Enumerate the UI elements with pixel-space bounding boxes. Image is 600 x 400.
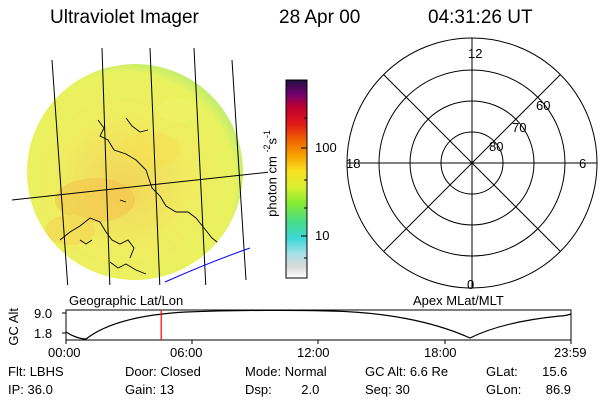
colorbar [285,79,308,279]
instrument-title: Ultraviolet Imager [50,7,199,28]
colorbar-tick-10: 10 [315,228,330,243]
apex-label: Apex MLat/MLT [413,293,504,308]
geographic-graticule [11,47,268,285]
polar-grid [346,37,598,289]
mlt-label-6: 6 [579,156,587,171]
altitude-ytick-top: 9.0 [34,306,53,321]
time-tick-1: 06:00 [170,345,203,360]
info-gc-alt: GC Alt: 6.6 Re [365,364,449,379]
mlt-label-12: 12 [468,46,483,61]
mlt-label-0: 0 [467,277,475,292]
info-glat: GLat: 15.6 [486,364,568,379]
info-door: Door: Closed [125,364,201,379]
mlat-label-60: 60 [536,98,551,113]
time-tick-3: 18:00 [424,345,457,360]
colorbar-ticks [301,117,307,259]
info-mode: Mode: Normal [245,364,327,379]
info-ip: IP: 36.0 [8,382,53,397]
colorbar-tick-100: 100 [315,140,337,155]
date-label: 28 Apr 00 [279,7,361,28]
altitude-ylabel: GC Alt [6,308,21,346]
info-gain: Gain: 13 [125,382,175,397]
info-glon: GLon: 86.9 [486,382,572,397]
altitude-ticks [62,312,572,344]
time-label: 04:31:26 UT [428,7,533,28]
mlat-label-70: 70 [512,120,527,135]
info-dsp: Dsp: 2.0 [245,382,320,397]
altitude-plot-frame [65,309,572,341]
mlt-label-18: 18 [346,156,361,171]
altitude-curve [65,309,572,340]
time-tick-2: 12:00 [297,345,330,360]
mlat-label-80: 80 [489,139,504,154]
altitude-ytick-bottom: 1.8 [34,326,53,341]
colorbar-unit-label: photon cm -2s-1 [262,130,280,217]
time-tick-4: 23:59 [554,345,587,360]
info-flt: Flt: LBHS [8,364,64,379]
time-tick-0: 00:00 [48,345,81,360]
info-seq: Seq: 30 [365,382,410,397]
earth-disk-image [27,64,243,280]
geographic-label: Geographic Lat/Lon [69,293,184,308]
